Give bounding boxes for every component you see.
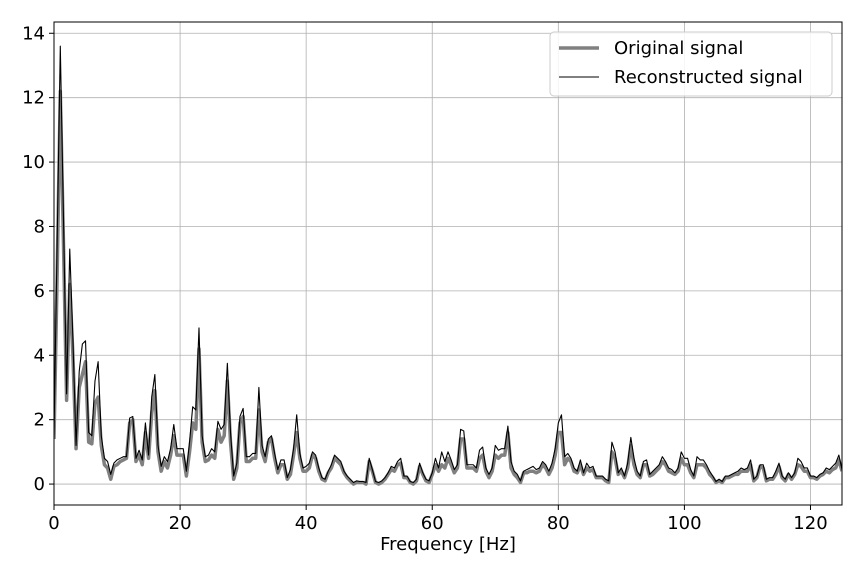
- y-tick-label: 4: [34, 345, 45, 366]
- series-line-original: [54, 89, 842, 486]
- y-tick-label: 8: [34, 216, 45, 237]
- x-tick-label: 80: [547, 513, 570, 534]
- y-tick-label: 0: [34, 474, 45, 495]
- legend-label-reconstructed: Reconstructed signal: [614, 67, 803, 88]
- y-tick-label: 14: [22, 23, 45, 44]
- y-tick-label: 2: [34, 410, 45, 431]
- y-tick-label: 6: [34, 281, 45, 302]
- legend-box: [549, 31, 833, 97]
- series-line-reconstructed: [54, 45, 842, 484]
- x-tick-label: 120: [793, 513, 827, 534]
- x-axis-label: Frequency [Hz]: [380, 534, 516, 555]
- grid: [53, 22, 842, 505]
- x-tick-label: 40: [295, 513, 318, 534]
- x-tick-label: 20: [169, 513, 192, 534]
- x-axis-ticks: 0 20 40 60 80 100 120: [48, 505, 828, 534]
- y-tick-label: 12: [22, 88, 45, 109]
- plot-frame: [53, 21, 843, 506]
- x-tick-label: 60: [421, 513, 444, 534]
- legend-label-original: Original signal: [614, 38, 743, 59]
- series-layer: [54, 45, 842, 486]
- y-tick-label: 10: [22, 152, 45, 173]
- x-tick-label: 100: [667, 513, 701, 534]
- y-axis-ticks: 0 2 4 6 8 10 12 14: [22, 23, 54, 495]
- legend: Original signal Reconstructed signal: [549, 31, 833, 97]
- x-tick-label: 0: [48, 513, 59, 534]
